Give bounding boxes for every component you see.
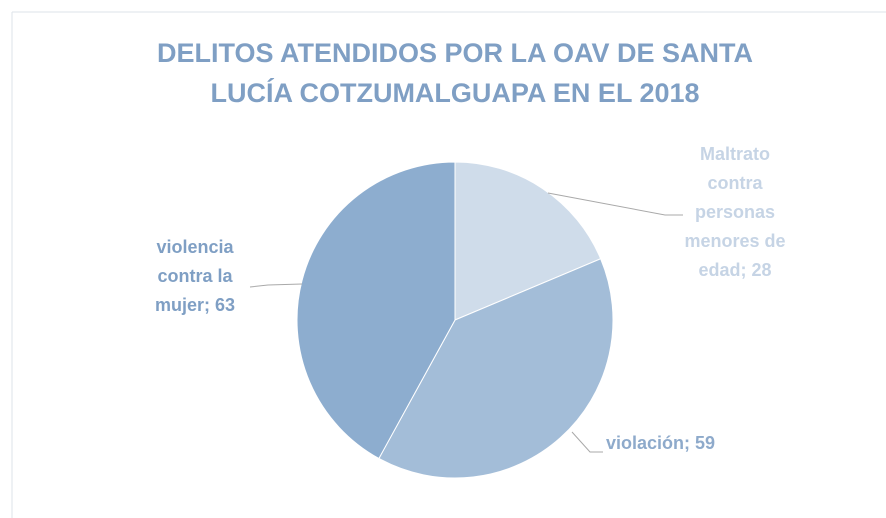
pie-slice: violación [378, 258, 614, 479]
leader-line [249, 283, 303, 288]
leader-line [547, 192, 683, 216]
data-label: violación; 59 [606, 433, 715, 453]
leader-line [571, 431, 603, 453]
pie-slice: Maltrato contra personas menores de edad [454, 161, 602, 321]
chart-title: DELITOS ATENDIDOS POR LA OAV DE SANTA LUC… [157, 38, 753, 108]
pie-slice: violencia contra la mujer [296, 161, 456, 460]
data-label: violencia contra la mujer; 63 [155, 237, 235, 315]
data-label: Maltrato contra personas menores de edad; 28 [684, 144, 785, 280]
